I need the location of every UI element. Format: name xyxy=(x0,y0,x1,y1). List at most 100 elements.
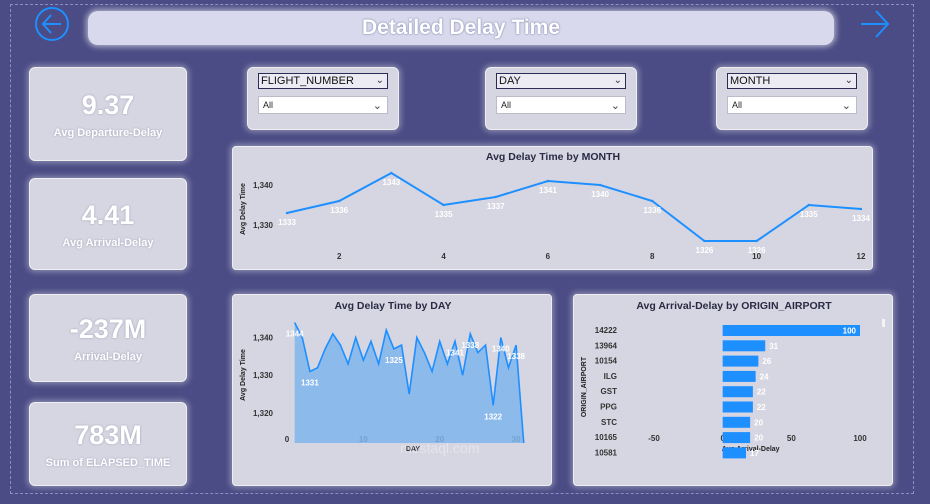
dashboard-frame xyxy=(10,4,914,494)
y-tick-label: 1,330 xyxy=(253,221,274,230)
data-point xyxy=(755,239,758,243)
slicer-field-select[interactable]: DAY ⌄ xyxy=(496,73,626,89)
category-label: 10165 xyxy=(595,433,618,442)
chevron-down-icon: ⌄ xyxy=(844,75,853,86)
page-title-bar: Detailed Delay Time xyxy=(88,11,834,45)
chevron-down-icon: ⌄ xyxy=(372,100,382,112)
x-tick-label: 10 xyxy=(752,252,761,261)
data-label: 20 xyxy=(754,434,763,443)
category-label: 10154 xyxy=(595,357,618,366)
x-tick-label: 12 xyxy=(857,252,866,261)
data-label: 1334 xyxy=(852,214,870,223)
chart-title: Avg Delay Time by DAY xyxy=(335,300,452,312)
slicer-selected-value: All xyxy=(501,100,512,110)
data-label: 1343 xyxy=(382,178,400,187)
y-tick-label: 1,340 xyxy=(253,334,274,343)
data-label: 1326 xyxy=(748,246,766,255)
slicer-field-select[interactable]: MONTH ⌄ xyxy=(727,73,857,89)
day-chart-panel: Avg Delay Time by DAY Avg Delay Time DAY 1,… xyxy=(232,294,552,486)
data-point xyxy=(651,199,654,203)
bar xyxy=(722,401,753,413)
data-label: 100 xyxy=(843,327,857,336)
slicer-field-label: FLIGHT_NUMBER xyxy=(261,75,354,87)
kpi-label: Avg Departure-Delay xyxy=(53,126,163,139)
category-label: 14222 xyxy=(595,326,618,335)
data-label: 1344 xyxy=(286,330,304,339)
data-label: 1325 xyxy=(385,356,403,365)
series-line xyxy=(286,171,862,242)
y-tick-label: 1,320 xyxy=(253,409,274,418)
kpi-value: 9.37 xyxy=(81,89,135,120)
bar xyxy=(722,370,756,382)
data-label: 1341 xyxy=(446,348,464,357)
data-label: 26 xyxy=(762,357,771,366)
kpi-label: Arrival-Delay xyxy=(74,350,142,363)
data-label: 1326 xyxy=(696,246,714,255)
kpi-value: 4.41 xyxy=(81,199,135,230)
airport-bar-chart: Avg Arrival-Delay by ORIGIN_AIRPORT ORIGI… xyxy=(581,300,885,459)
x-tick-label: 0 xyxy=(285,435,290,444)
kpi-label: Sum of ELAPSED_TIME xyxy=(45,456,171,469)
x-tick-label: 4 xyxy=(441,252,446,261)
y-tick-label: 1,330 xyxy=(253,371,274,380)
day-area-chart: Avg Delay Time by DAY Avg Delay Time DAY 1,… xyxy=(240,300,526,453)
month-chart-panel: Avg Delay Time by MONTH Avg Delay Time 1,3… xyxy=(232,146,873,270)
x-tick-label: -50 xyxy=(648,434,660,443)
x-tick-label: 100 xyxy=(853,434,867,443)
month-line-chart: Avg Delay Time by MONTH Avg Delay Time 1,3… xyxy=(240,151,870,261)
x-tick-label: 8 xyxy=(650,252,655,261)
kpi-value: -237M xyxy=(69,313,147,344)
bar xyxy=(722,386,753,398)
data-label: 22 xyxy=(757,388,766,397)
data-point xyxy=(807,203,811,207)
data-label: 1335 xyxy=(435,210,453,219)
data-label: 22 xyxy=(757,403,766,412)
category-label: 10581 xyxy=(595,448,618,457)
data-label: 1336 xyxy=(643,206,661,215)
data-point xyxy=(390,171,393,175)
data-label: 1340 xyxy=(492,345,510,354)
data-point xyxy=(546,179,550,183)
slicer-field-label: MONTH xyxy=(730,75,771,87)
data-label: 1338 xyxy=(507,352,525,361)
category-label: GST xyxy=(601,387,618,396)
slicer-month: MONTH ⌄ All ⌄ xyxy=(716,67,868,130)
data-point xyxy=(285,211,289,215)
kpi-card-arrival-delay: -237M Arrival-Delay xyxy=(29,294,187,382)
slicer-dropdown[interactable]: All ⌄ xyxy=(258,96,388,114)
y-axis-label: Avg Delay Time xyxy=(240,183,247,235)
back-arrow-icon[interactable] xyxy=(34,6,70,42)
slicer-dropdown[interactable]: All ⌄ xyxy=(496,96,626,114)
slicer-field-label: DAY xyxy=(499,75,521,87)
bar xyxy=(722,416,751,428)
bar xyxy=(722,325,860,336)
category-label: 13964 xyxy=(595,341,618,350)
slicer-dropdown[interactable]: All ⌄ xyxy=(727,96,857,114)
chevron-down-icon: ⌄ xyxy=(375,75,384,86)
forward-arrow-icon[interactable] xyxy=(856,6,892,42)
data-label: 31 xyxy=(769,342,778,351)
y-axis-label: Avg Delay Time xyxy=(240,349,247,401)
x-tick-label: 6 xyxy=(546,252,551,261)
slicer-field-select[interactable]: FLIGHT_NUMBER ⌄ xyxy=(258,73,388,89)
data-label: 1341 xyxy=(539,186,557,195)
category-label: PPG xyxy=(600,403,617,412)
data-label: 1337 xyxy=(487,202,505,211)
slicer-day: DAY ⌄ All ⌄ xyxy=(485,67,637,130)
x-axis-label: DAY xyxy=(406,446,420,453)
chart-title: Avg Delay Time by MONTH xyxy=(486,151,620,163)
kpi-card-avg-arrival-delay: 4.41 Avg Arrival-Delay xyxy=(29,178,187,270)
data-label: 1335 xyxy=(800,210,818,219)
data-point xyxy=(703,239,706,243)
data-point xyxy=(442,203,445,207)
bar xyxy=(722,432,751,444)
y-tick-label: 1,340 xyxy=(253,181,274,190)
data-label: 1322 xyxy=(484,412,502,421)
data-label: 20 xyxy=(754,418,763,427)
chevron-down-icon: ⌄ xyxy=(610,100,620,112)
slicer-flight-number: FLIGHT_NUMBER ⌄ All ⌄ xyxy=(247,67,399,130)
data-point xyxy=(859,207,863,211)
data-label: 1338 xyxy=(461,341,479,350)
bar xyxy=(722,447,747,459)
data-label: 1333 xyxy=(278,218,296,227)
